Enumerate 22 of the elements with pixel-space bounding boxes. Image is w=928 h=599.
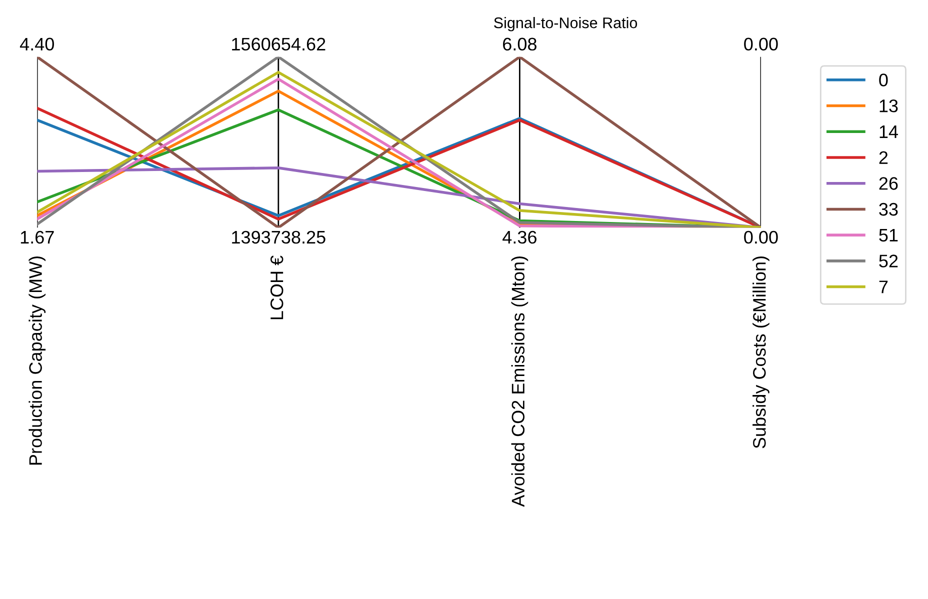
text: 0.00 [744, 230, 778, 244]
text: 6.08 [503, 38, 536, 51]
legend-label: 13 [880, 99, 898, 112]
text: 1393738.25 [232, 230, 326, 244]
legend-label: 14 [880, 126, 898, 138]
legend-label: 7 [879, 280, 888, 294]
text: 4.36 [502, 230, 536, 244]
text: 1.67 [20, 230, 54, 244]
legend-label: 52 [879, 254, 898, 268]
text: 1560654.62 [232, 38, 326, 51]
x-tick-label: Production Capacity (MW) [28, 256, 46, 465]
x-tick-label: Avoided CO2 Emissions (Mton) [511, 256, 528, 507]
legend-label: 33 [879, 202, 898, 216]
text: 4.40 [20, 38, 54, 51]
chart-title: Signal-to-Noise Ratio [494, 17, 638, 32]
legend-label: 0 [879, 74, 888, 86]
x-tick-label: LCOH € [270, 256, 284, 320]
legend-label: 26 [879, 177, 898, 190]
legend-label: 51 [879, 228, 898, 242]
legend-label: 2 [879, 151, 888, 164]
text: 0.00 [744, 38, 778, 51]
x-tick-label: Subsidy Costs (€Million) [752, 256, 770, 448]
